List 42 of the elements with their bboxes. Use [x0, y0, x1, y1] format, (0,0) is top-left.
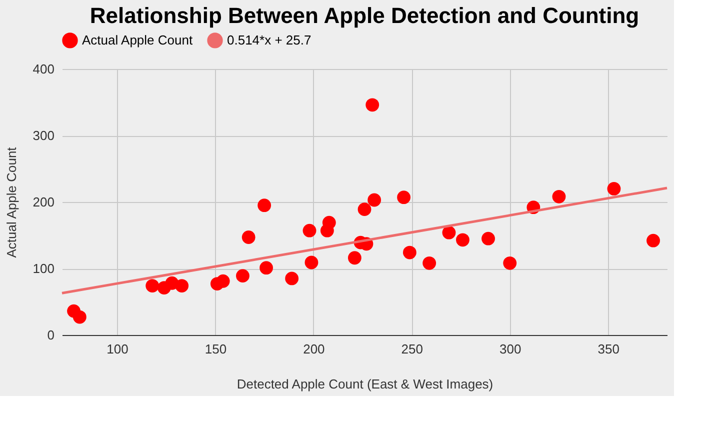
x-tick-label: 300	[500, 342, 522, 356]
point	[456, 233, 470, 247]
point	[260, 261, 273, 275]
point	[242, 230, 256, 244]
point	[607, 182, 621, 196]
legend-label: 0.514*x + 25.7	[227, 32, 312, 48]
point	[503, 256, 517, 270]
x-tick-label: 200	[303, 342, 325, 356]
point	[302, 224, 316, 238]
point	[175, 279, 189, 292]
point	[146, 279, 160, 292]
point	[646, 234, 660, 248]
point	[397, 190, 410, 204]
chart-title: Relationship Between Apple Detection and Counting	[90, 3, 640, 28]
point	[216, 274, 230, 288]
point	[258, 198, 272, 212]
y-tick-label: 0	[47, 328, 54, 342]
point	[442, 226, 456, 240]
legend-label: Actual Apple Count	[82, 32, 193, 48]
x-tick-label: 250	[401, 342, 423, 356]
y-tick-label: 200	[32, 194, 54, 210]
point	[482, 232, 495, 246]
x-axis-title: Detected Apple Count (East & West Images)	[236, 376, 494, 392]
point	[304, 256, 318, 270]
point	[402, 246, 416, 260]
point	[366, 98, 380, 112]
y-tick-label: 400	[32, 62, 54, 76]
y-tick-label: 300	[32, 128, 54, 143]
point	[552, 190, 566, 204]
y-axis-title: Actual Apple Count	[4, 146, 19, 258]
point	[72, 310, 86, 324]
point	[358, 202, 372, 216]
point	[348, 251, 362, 265]
point	[422, 256, 436, 270]
point	[368, 193, 382, 207]
x-tick-label: 150	[204, 342, 227, 356]
y-tick-label: 100	[32, 261, 54, 276]
point	[236, 269, 250, 283]
point	[322, 216, 336, 230]
x-tick-label: 100	[106, 342, 128, 356]
x-tick-label: 350	[598, 342, 620, 356]
point	[285, 272, 299, 286]
